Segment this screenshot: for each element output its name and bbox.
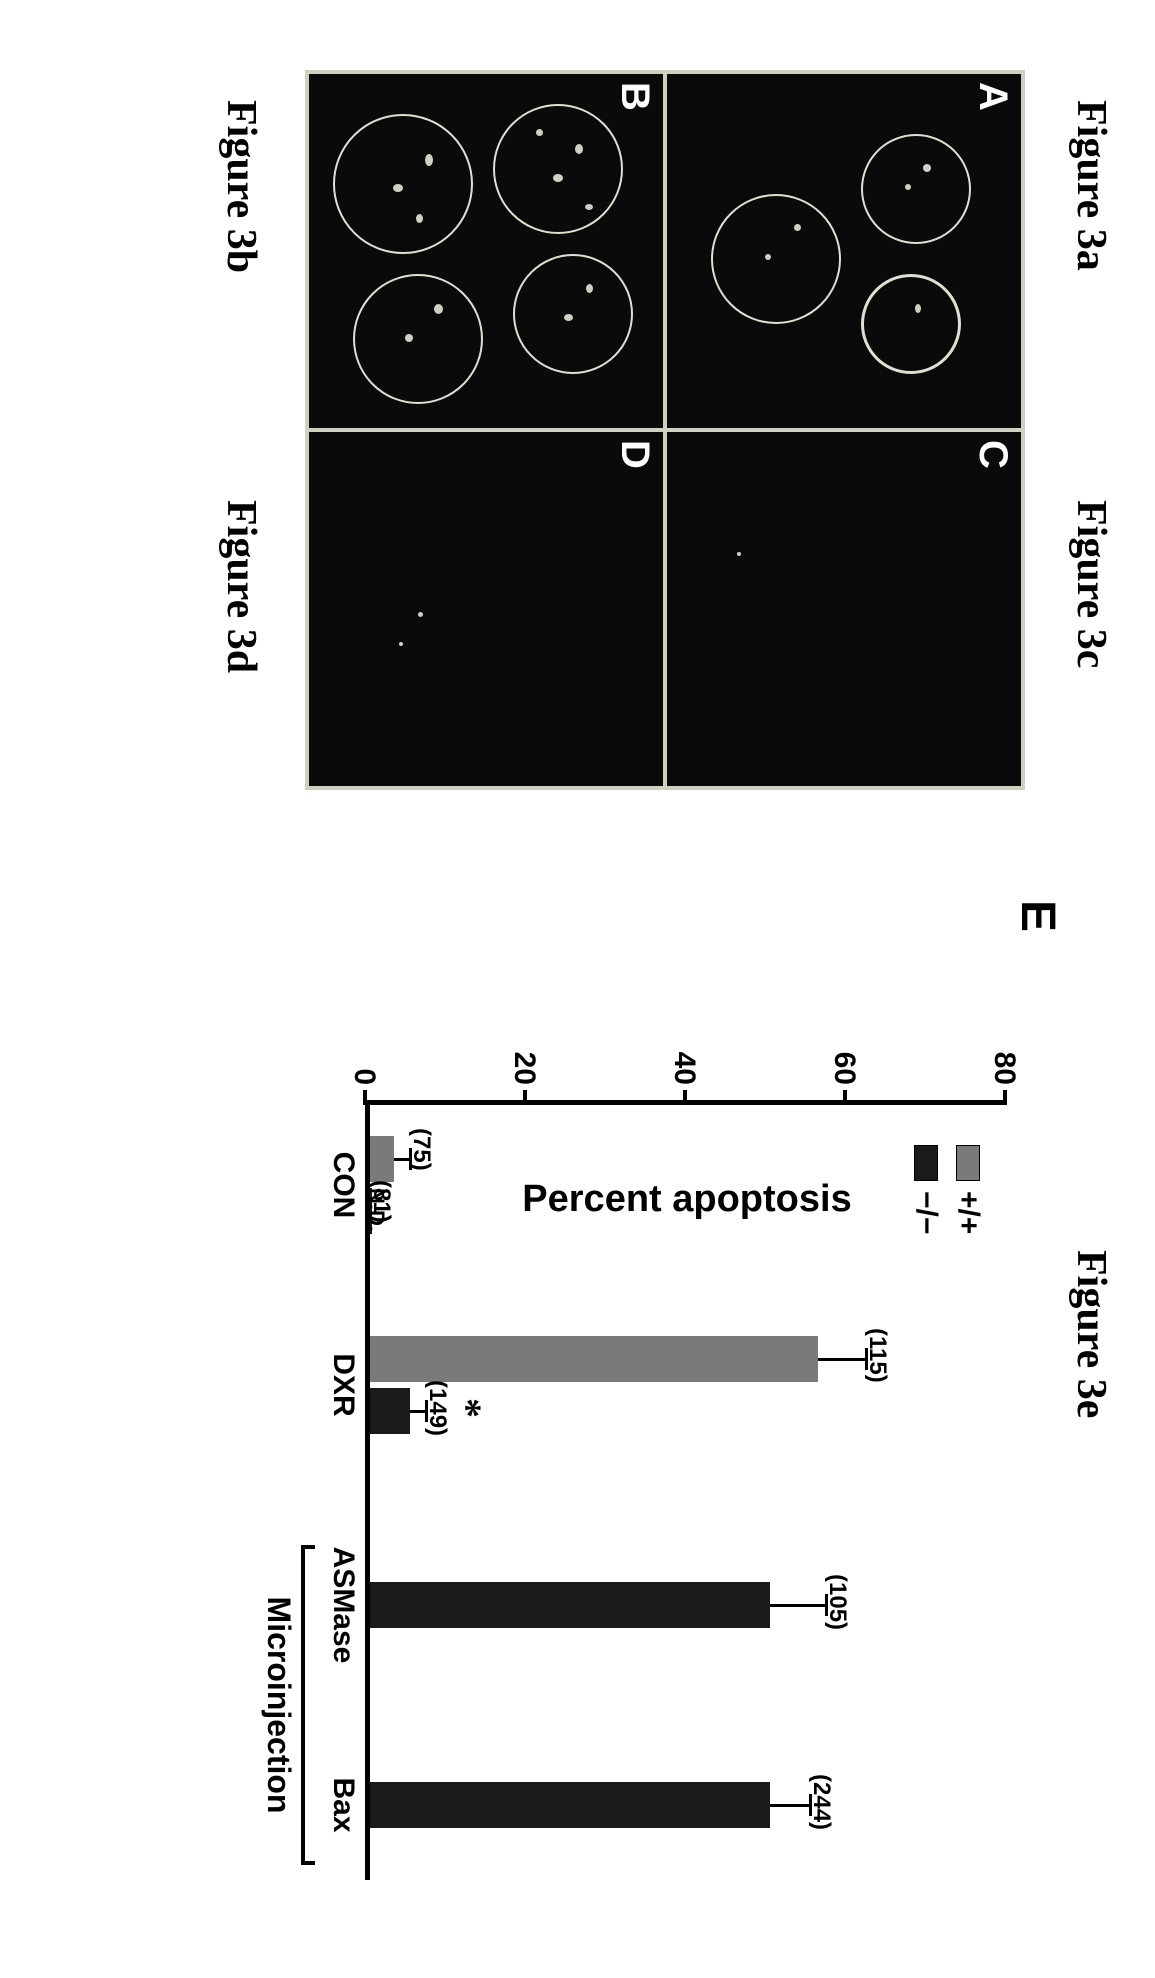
legend-item: +/+ — [951, 1145, 985, 1234]
legend-swatch — [914, 1145, 938, 1181]
panel-letter-a: A — [970, 82, 1015, 111]
bar-chart: E Percent apoptosis 020406080 +/+−/− (75… — [215, 980, 1065, 1930]
figure-title-3b: Figure 3b — [217, 100, 265, 273]
y-tick-label: 60 — [827, 1045, 861, 1085]
bar-count-label: (115) — [863, 1328, 891, 1383]
error-bar — [770, 1804, 810, 1807]
micrograph-panel-a: A — [667, 74, 1021, 428]
y-tick-label: 0 — [347, 1045, 381, 1085]
y-tick — [683, 1090, 687, 1105]
significance-star: * — [444, 1398, 491, 1418]
panel-letter-b: B — [612, 82, 657, 111]
chart-bar — [370, 1782, 770, 1828]
micrograph-grid: A C B — [305, 70, 1025, 790]
y-tick — [1003, 1090, 1007, 1105]
figure-title-3c: Figure 3c — [1067, 500, 1115, 668]
microinjection-bracket — [301, 1545, 315, 1865]
error-bar — [770, 1604, 826, 1607]
y-tick — [523, 1090, 527, 1105]
error-bar — [818, 1358, 866, 1361]
y-tick-label: 20 — [507, 1045, 541, 1085]
chart-legend: +/+−/− — [901, 1145, 985, 1234]
rotated-page: Figure 3a Figure 3c Figure 3b Figure 3d … — [0, 0, 1155, 1978]
chart-plot-area: Percent apoptosis 020406080 +/+−/− (75)(… — [365, 1100, 1005, 1880]
legend-item: −/− — [909, 1145, 943, 1234]
panel-letter-e: E — [1010, 900, 1065, 932]
y-tick — [843, 1090, 847, 1105]
x-group-label: Bax — [326, 1745, 360, 1865]
chart-bar — [370, 1388, 410, 1434]
legend-label: −/− — [909, 1191, 943, 1234]
y-tick-label: 40 — [667, 1045, 701, 1085]
y-tick-label: 80 — [987, 1045, 1021, 1085]
chart-bar — [370, 1336, 818, 1382]
bar-count-label: (244) — [807, 1774, 835, 1830]
bar-count-label: (105) — [823, 1574, 851, 1630]
legend-label: +/+ — [951, 1191, 985, 1234]
chart-bar — [370, 1136, 394, 1182]
figure-title-3e: Figure 3e — [1067, 1250, 1115, 1418]
nd-label: N.D. — [363, 1188, 389, 1232]
legend-swatch — [956, 1145, 980, 1181]
micrograph-panel-c: C — [667, 432, 1021, 786]
micrograph-panel-d: D — [309, 432, 663, 786]
chart-bar — [370, 1582, 770, 1628]
figure-title-3d: Figure 3d — [217, 500, 265, 673]
y-axis-label: Percent apoptosis — [523, 1178, 852, 1221]
x-group-label: DXR — [326, 1325, 360, 1445]
y-tick — [363, 1090, 367, 1105]
micrograph-panel-b: B — [309, 74, 663, 428]
x-group-label: ASMase — [326, 1545, 360, 1665]
panel-letter-d: D — [612, 440, 657, 469]
bar-count-label: (75) — [407, 1128, 435, 1171]
microinjection-bracket-label: Microinjection — [260, 1545, 297, 1865]
panel-letter-c: C — [970, 440, 1015, 469]
figure-title-3a: Figure 3a — [1067, 100, 1115, 271]
x-group-label: CON — [326, 1125, 360, 1245]
